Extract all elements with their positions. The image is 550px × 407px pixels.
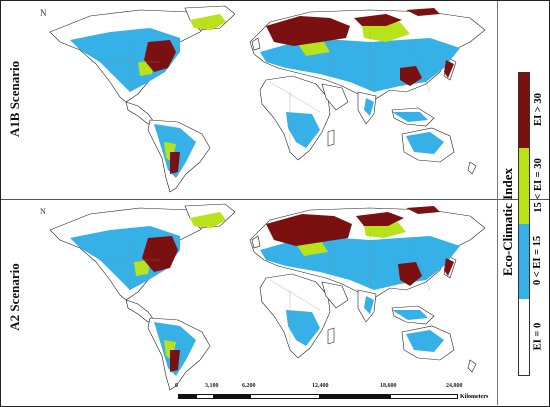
land-new-zealand [467, 161, 477, 175]
panel-divider [1, 199, 549, 200]
scale-tick-18600: 18,600 [380, 383, 397, 389]
map-panel-a2: N [30, 200, 496, 393]
legend-swatch-ei-zero [519, 299, 529, 375]
legend-bar [518, 72, 530, 376]
legend: Eco-Climatic Index EI > 30 15 < EI = 30 … [500, 66, 546, 378]
scale-tick-0: 0 [175, 383, 178, 389]
scale-bar: 0 3,100 6,200 12,400 18,600 24,800 Kilom… [160, 383, 496, 405]
land-madagascar [327, 327, 335, 345]
land-uk [251, 37, 261, 51]
ei-class-mid-a1b [138, 14, 410, 162]
north-arrow-a2: N [40, 207, 46, 216]
scale-tick-12400: 12,400 [312, 383, 329, 389]
scale-unit: Kilometers [460, 394, 489, 400]
ei-class-mid-a2 [134, 212, 406, 360]
borders-a1b [90, 32, 431, 152]
map-panel-a1b: N [30, 2, 496, 195]
scale-tick-24800: 24,800 [446, 383, 463, 389]
ei-class-high-a2 [142, 206, 454, 372]
scenario-label-a1b: A1B Scenario [7, 60, 23, 137]
legend-label-ei-zero: EI = 0 [532, 322, 544, 350]
scale-seg-3 [214, 394, 250, 399]
legend-title: Eco-Climatic Index [500, 168, 515, 276]
world-map-a1b: N [40, 5, 486, 193]
scenario-label-a2: A2 Scenario [7, 262, 22, 331]
scale-seg-2 [196, 394, 214, 399]
legend-label-ei-low: 0 < EI = 15 [532, 235, 544, 286]
world-map-a2: N [40, 203, 486, 391]
scale-tick-3100: 3,100 [205, 383, 219, 389]
land-arabia [321, 281, 349, 309]
scale-seg-1 [178, 394, 196, 399]
north-arrow-a1b: N [40, 8, 47, 18]
legend-divider [497, 1, 498, 405]
legend-swatch-ei-low [519, 224, 529, 299]
land-new-zealand [467, 359, 477, 373]
scale-seg-4 [250, 394, 320, 399]
scale-seg-5 [320, 394, 390, 399]
legend-swatch-ei-high [519, 73, 529, 148]
legend-label-ei-mid: 15 < EI = 30 [532, 157, 544, 213]
land-arabia [321, 83, 349, 111]
legend-swatch-ei-mid [519, 148, 529, 224]
ei-class-high-a1b [144, 8, 454, 174]
scale-seg-6 [390, 394, 458, 399]
scale-tick-6200: 6,200 [242, 383, 256, 389]
legend-label-ei-high: EI > 30 [532, 93, 544, 126]
borders-a2 [90, 230, 431, 350]
land-uk [251, 235, 261, 249]
land-madagascar [327, 129, 335, 147]
